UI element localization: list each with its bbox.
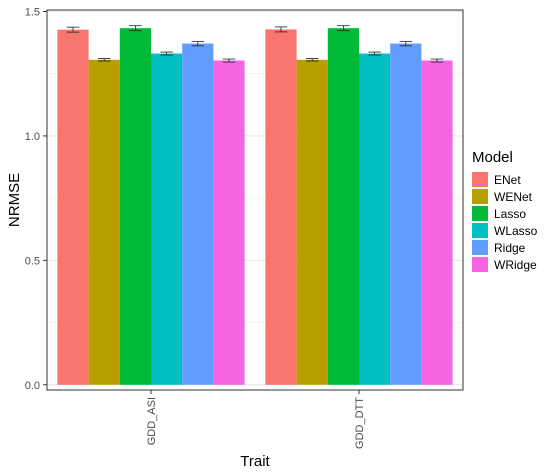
bar-enet-gdd-asi <box>57 29 89 385</box>
x-tick-label: GDD_ASI <box>146 397 158 445</box>
error-bar-wenet-gdd-dtt <box>305 58 319 62</box>
legend-label-lasso: Lasso <box>494 207 526 221</box>
bar-lasso-gdd-dtt <box>327 28 359 385</box>
error-bar-wlasso-gdd-dtt <box>368 51 381 56</box>
bar-lasso-gdd-asi <box>119 28 151 385</box>
legend-label-wenet: WENet <box>494 190 533 204</box>
bar-ridge-gdd-dtt <box>390 43 422 385</box>
error-bar-wlasso-gdd-asi <box>160 51 173 56</box>
x-axis-ticks: GDD_ASI GDD_DTT <box>146 390 366 449</box>
y-axis-title: NRMSE <box>6 173 23 227</box>
legend-key-wridge <box>472 257 488 272</box>
y-tick-label: 0.5 <box>25 255 40 267</box>
error-bar-lasso-gdd-asi <box>129 25 142 32</box>
bar-wenet-gdd-dtt <box>296 59 328 385</box>
bar-ridge-gdd-asi <box>182 43 214 385</box>
bar-wlasso-gdd-dtt <box>359 53 391 385</box>
error-bar-wenet-gdd-asi <box>97 58 111 62</box>
error-bar-ridge-gdd-dtt <box>399 40 413 47</box>
bar-wlasso-gdd-asi <box>151 53 183 385</box>
bar-wenet-gdd-asi <box>88 59 120 385</box>
bar-wridge-gdd-asi <box>213 60 245 385</box>
error-bars <box>66 25 444 63</box>
legend-label-wlasso: WLasso <box>494 224 538 238</box>
legend-label-ridge: Ridge <box>494 241 526 255</box>
x-axis-title: Trait <box>240 453 270 470</box>
error-bar-wridge-gdd-dtt <box>430 58 444 63</box>
legend-key-lasso <box>472 206 488 221</box>
error-bar-enet-gdd-dtt <box>274 26 288 33</box>
plot-panel-border <box>46 9 464 391</box>
x-tick-label: GDD_DTT <box>354 397 366 449</box>
bar-enet-gdd-dtt <box>265 29 297 385</box>
legend-title: Model <box>472 149 513 166</box>
y-tick-label: 0.0 <box>25 380 40 392</box>
legend-label-enet: ENet <box>494 173 521 187</box>
error-bar-enet-gdd-asi <box>66 26 80 33</box>
error-bar-lasso-gdd-dtt <box>337 25 350 32</box>
legend-key-enet <box>472 172 488 187</box>
bars <box>57 28 453 385</box>
y-tick-label: 1.5 <box>25 6 40 18</box>
error-bar-ridge-gdd-asi <box>191 40 205 47</box>
legend: Model ENet WENet Lasso WLasso Ridge WRidge <box>472 149 538 272</box>
error-bar-wridge-gdd-asi <box>222 58 236 63</box>
legend-key-wenet <box>472 189 488 204</box>
legend-key-wlasso <box>472 223 488 238</box>
legend-label-wridge: WRidge <box>494 258 537 272</box>
y-axis-ticks: 0.0 0.5 1.0 1.5 <box>25 6 47 392</box>
bar-wridge-gdd-dtt <box>421 60 453 385</box>
y-tick-label: 1.0 <box>25 131 40 143</box>
legend-key-ridge <box>472 240 488 255</box>
